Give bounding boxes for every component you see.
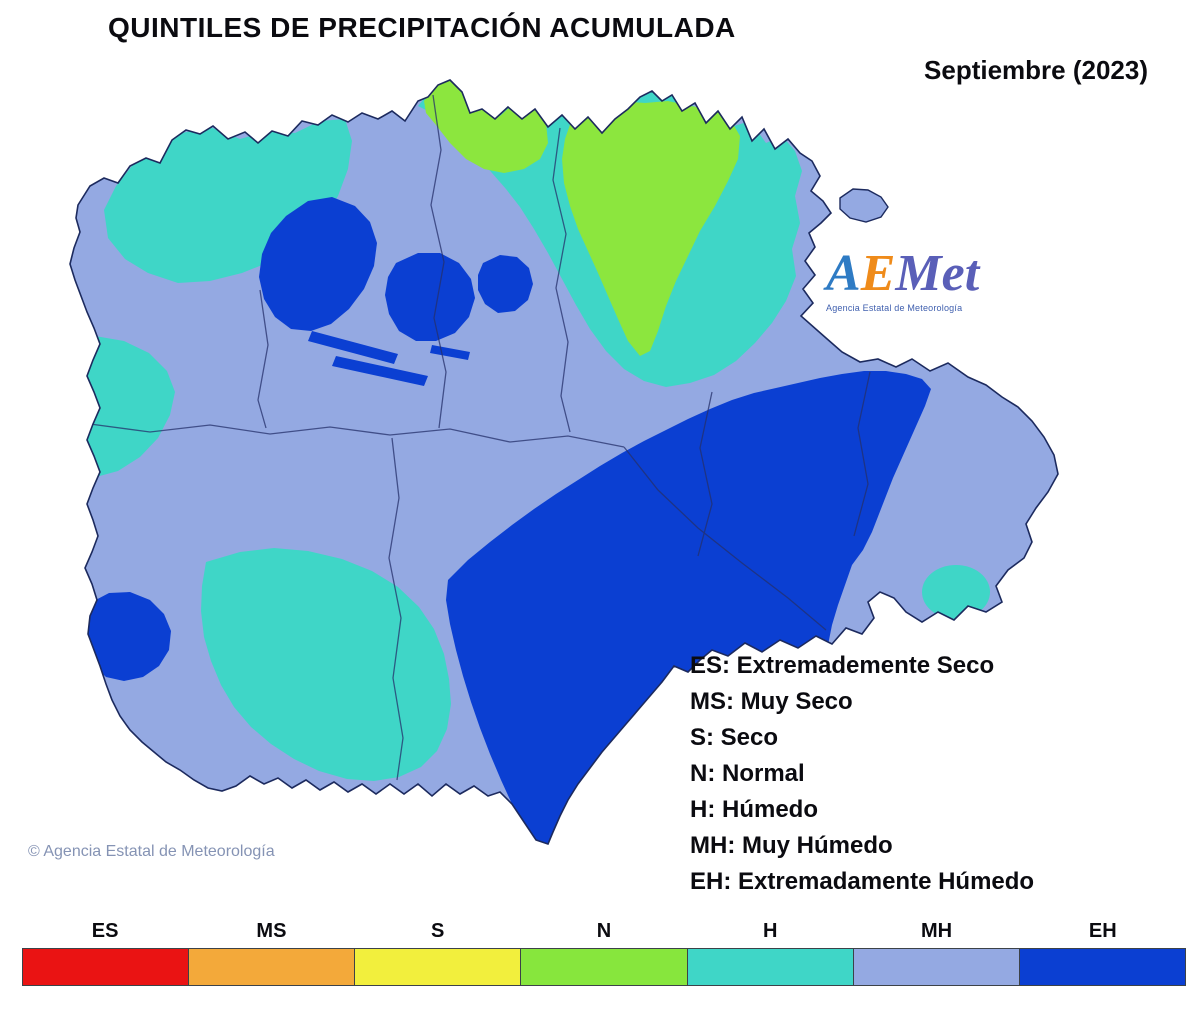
legend-line-eh: EH: Extremadamente Húmedo (690, 868, 1035, 895)
aemet-logo-letter-e: E (860, 245, 896, 302)
page-title: QUINTILES DE PRECIPITACIÓN ACUMULADA (108, 12, 736, 43)
scale-label-n: N (596, 920, 612, 942)
scale-segment-h (687, 949, 854, 985)
legend-line-ms: MS: Muy Seco (690, 688, 853, 715)
scale-segment-eh (1019, 949, 1185, 985)
scale-segment-ms (189, 949, 356, 985)
legend-line-mh: MH: Muy Húmedo (690, 832, 893, 859)
scale-segment-mh (853, 949, 1020, 985)
zone-eh-west-blob (83, 592, 171, 681)
zone-eh-streak-3 (430, 345, 470, 360)
legend-line-es: ES: Extremademente Seco (690, 652, 995, 679)
scale-label-h: H (763, 920, 778, 942)
aemet-logo-letters-met: Met (895, 245, 980, 302)
province-boundaries (89, 94, 871, 781)
aemet-logo-text: AEMet (826, 248, 1041, 300)
zone-eh-northwest-blob-1 (259, 197, 377, 331)
period-label: Septiembre (2023) (924, 55, 1148, 85)
quintile-legend: ES: Extremademente Seco MS: Muy Seco S: … (690, 648, 1034, 900)
scale-labels-row: ES MS S N H MH EH (22, 920, 1186, 943)
zone-h-east-spot (922, 565, 990, 619)
zone-eh-southeast-mass (446, 371, 931, 844)
region-outline (69, 79, 1059, 845)
legend-line-h: H: Húmedo (690, 796, 818, 823)
zone-eh-northwest-blob-3 (478, 255, 533, 313)
scale-label-mh: MH (920, 920, 953, 942)
copyright-notice: © Agencia Estatal de Meteorología (28, 843, 275, 860)
legend-line-n: N: Normal (690, 760, 805, 787)
scale-color-bar (22, 948, 1186, 986)
zone-eh-streak-1 (308, 331, 398, 364)
zone-h-southwest (201, 548, 451, 781)
scale-label-s: S (431, 920, 445, 942)
island-northeast (839, 188, 889, 223)
scale-segment-s (355, 949, 522, 985)
scale-label-ms: MS (256, 920, 287, 942)
scale-segment-es (23, 949, 190, 985)
zone-eh-northwest-blob-2 (385, 253, 475, 341)
zone-n-top (424, 80, 548, 173)
scale-label-eh: EH (1088, 920, 1117, 942)
quintile-scale: ES MS S N H MH EH (22, 920, 1186, 986)
scale-segment-n (521, 949, 688, 985)
scale-label-es: ES (91, 920, 119, 942)
zone-n-north (562, 101, 740, 356)
zone-eh-streak-2 (332, 356, 428, 386)
aemet-logo-letter-a: A (826, 245, 861, 302)
legend-line-s: S: Seco (690, 724, 779, 751)
aemet-logo-subtitle: Agencia Estatal de Meteorología (826, 303, 963, 313)
aemet-logo: AEMet Agencia Estatal de Meteorología (826, 248, 1041, 314)
